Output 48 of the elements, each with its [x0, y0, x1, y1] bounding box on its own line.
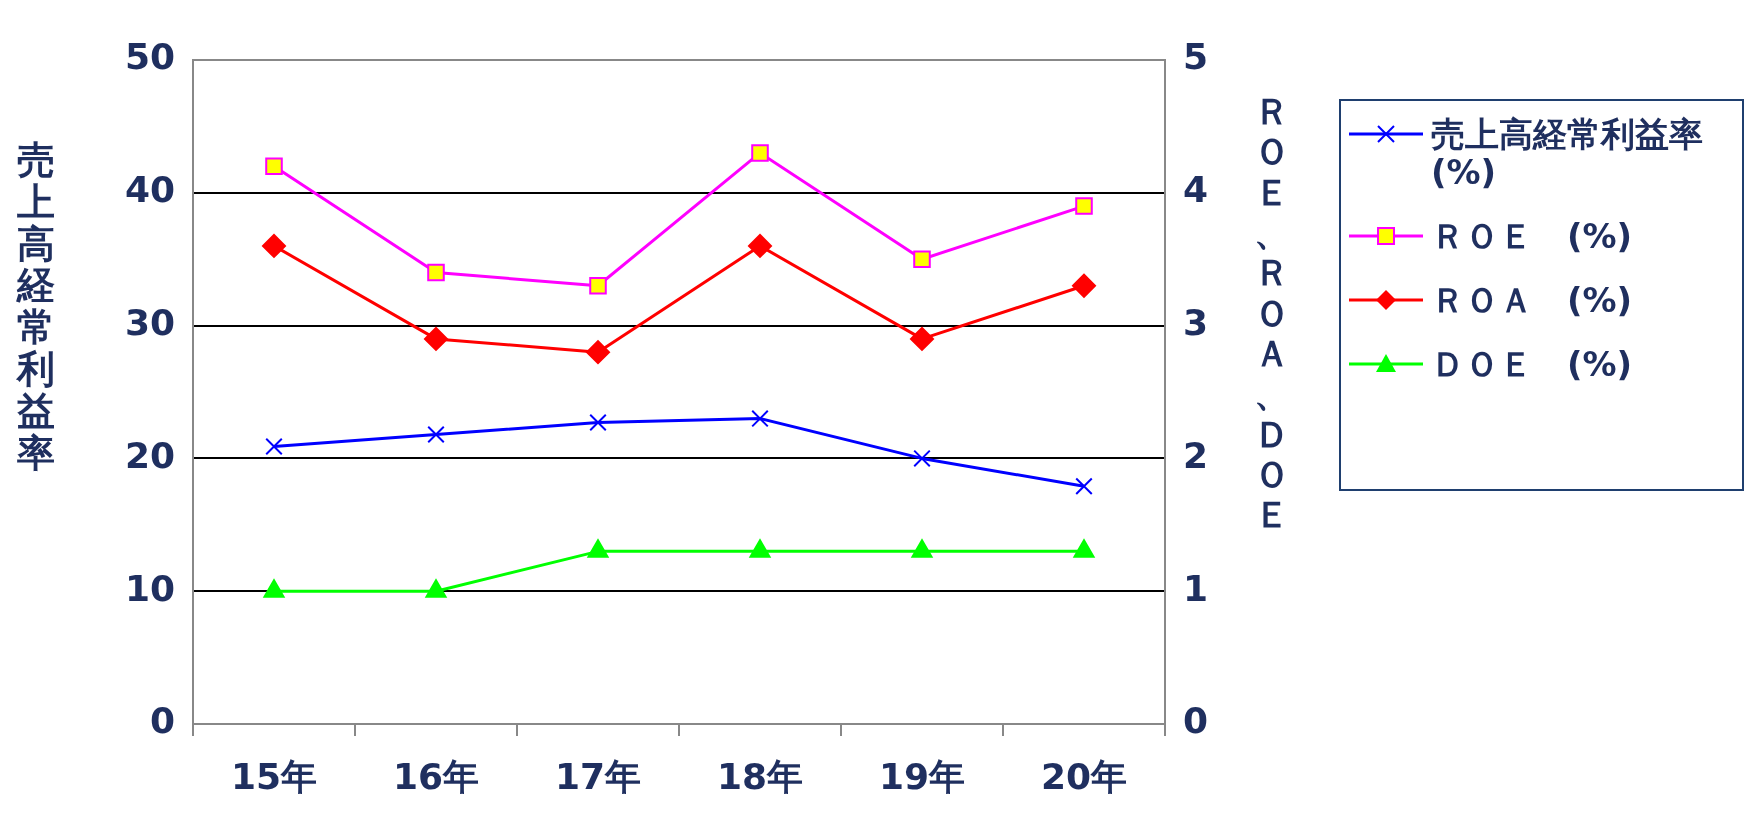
- x-tick-label: 16年: [392, 755, 480, 797]
- point: [1073, 539, 1095, 558]
- point: [586, 340, 610, 365]
- point: [589, 276, 607, 295]
- x-tick-label: 18年: [716, 755, 804, 797]
- point: [751, 144, 769, 162]
- y-tick-label: 30: [124, 301, 175, 343]
- x-tick-label: 20年: [1040, 755, 1128, 797]
- point: [910, 326, 934, 351]
- y2-tick-label: 4: [1183, 169, 1209, 211]
- point: [265, 437, 283, 456]
- point: [427, 425, 445, 444]
- y-tick-label: 10: [124, 567, 175, 609]
- point: [589, 413, 607, 432]
- y-tick-label: 50: [124, 36, 175, 78]
- legend-label: 売上高経常利益率 (%): [1431, 114, 1704, 193]
- y-tick-label: 20: [124, 434, 175, 476]
- x-tick-label: 19年: [878, 755, 966, 797]
- text: ＲＯＥ、ＲＯＡ、ＤＯＥ: [1254, 91, 1290, 536]
- point: [427, 263, 445, 282]
- point: [913, 250, 931, 268]
- point: [911, 539, 933, 558]
- y2-tick-label: 2: [1183, 434, 1209, 476]
- y-axis-title: 売上高経常利益率: [15, 138, 56, 475]
- point: [749, 539, 771, 558]
- point: [262, 233, 286, 258]
- x-tick-label: 15年: [230, 755, 318, 797]
- y2-tick-label: 1: [1183, 567, 1209, 609]
- y2-tick-label: 0: [1183, 700, 1209, 742]
- legend-label: ＤＯＥ (%): [1431, 344, 1633, 385]
- point: [751, 409, 769, 428]
- point: [263, 579, 285, 598]
- point: [913, 449, 931, 468]
- point: [748, 233, 772, 258]
- point: [265, 157, 283, 176]
- x-tick-label: 17年: [554, 755, 642, 797]
- y2-tick-label: 5: [1183, 36, 1209, 78]
- legend-label: ＲＯＡ (%): [1431, 280, 1633, 321]
- point: [425, 579, 447, 598]
- point: [1072, 273, 1096, 298]
- point: [1075, 477, 1093, 496]
- point: [587, 539, 609, 558]
- y2-tick-label: 3: [1183, 301, 1209, 343]
- point: [1075, 197, 1093, 215]
- legend-label: ＲＯＥ (%): [1431, 216, 1633, 257]
- y-tick-label: 40: [124, 169, 175, 211]
- y-tick-label: 0: [149, 700, 175, 742]
- point: [424, 326, 448, 351]
